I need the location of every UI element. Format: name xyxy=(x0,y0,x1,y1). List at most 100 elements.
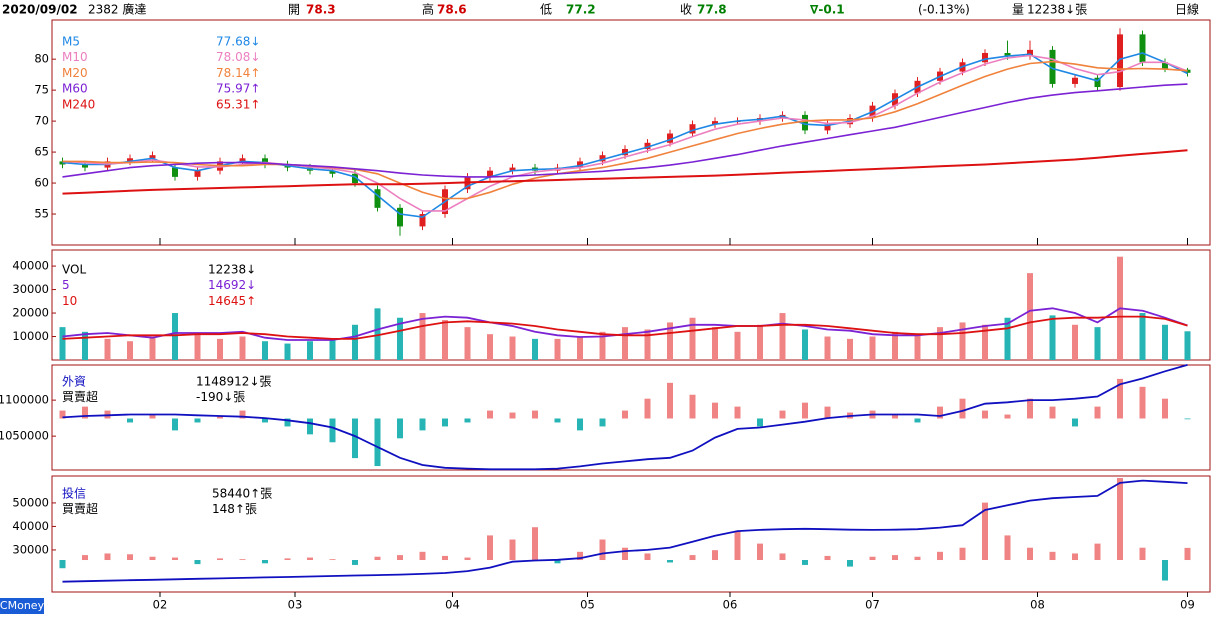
panel-frame xyxy=(51,249,1211,361)
candle-body xyxy=(1027,49,1033,57)
x-tick-label: 07 xyxy=(865,598,880,612)
bar xyxy=(1162,398,1168,419)
bar xyxy=(599,539,606,561)
bar xyxy=(914,334,921,360)
candle-body xyxy=(1117,34,1123,88)
ma-line xyxy=(62,83,1188,178)
line xyxy=(62,364,1188,471)
bar xyxy=(779,410,786,419)
header-close: 77.8 xyxy=(697,3,727,17)
candle-body xyxy=(352,173,358,184)
bar xyxy=(307,557,313,561)
candle-body xyxy=(419,214,426,227)
bar xyxy=(532,338,538,360)
line xyxy=(62,315,1188,340)
bar xyxy=(104,553,111,561)
bar xyxy=(644,553,651,561)
bar xyxy=(374,556,381,561)
bar xyxy=(667,382,673,419)
bar xyxy=(217,416,223,419)
bar xyxy=(1004,535,1011,561)
legend-value: 14692↓ xyxy=(208,278,256,292)
candle-body xyxy=(149,155,156,159)
bar xyxy=(577,418,583,431)
header-period: 日線 xyxy=(1175,2,1199,17)
bar xyxy=(487,410,493,419)
y-tick-label: 75 xyxy=(34,83,49,97)
candle-body xyxy=(194,170,201,177)
bar xyxy=(397,317,403,360)
bar xyxy=(329,418,336,443)
bar xyxy=(689,555,696,561)
legend-value: 78.14↑ xyxy=(216,66,260,80)
candle-body xyxy=(329,170,336,174)
bar xyxy=(59,410,66,419)
panel-frame xyxy=(51,364,1211,471)
bar xyxy=(172,557,178,561)
bar xyxy=(824,555,831,561)
bar xyxy=(959,398,966,419)
bar xyxy=(194,418,201,423)
bar xyxy=(734,406,741,419)
bar xyxy=(509,336,516,360)
bar xyxy=(1162,560,1168,581)
candle-body xyxy=(712,121,718,125)
bar xyxy=(262,341,268,360)
bar xyxy=(532,527,538,561)
header-date: 2020/09/02 xyxy=(2,3,78,17)
bar xyxy=(374,308,381,360)
candle-body xyxy=(644,142,651,149)
brand: CMoney xyxy=(0,599,45,612)
bar xyxy=(284,343,291,360)
bar xyxy=(59,327,66,360)
bar xyxy=(1117,378,1123,419)
legend-value: -190↓張 xyxy=(196,390,245,404)
bar xyxy=(712,402,718,419)
y-tick-label: 20000 xyxy=(12,306,49,320)
y-tick-label: 65 xyxy=(34,145,49,159)
bar xyxy=(239,336,246,360)
header-close-label: 收 xyxy=(680,3,692,17)
candle-body xyxy=(82,164,88,168)
bar xyxy=(149,414,156,419)
header-high-label: 高 xyxy=(422,2,434,17)
legend-name: M20 xyxy=(62,66,88,80)
candle-body xyxy=(127,158,133,162)
bar xyxy=(1184,547,1191,561)
candle-body xyxy=(689,124,696,134)
legend-name: M60 xyxy=(62,82,88,96)
bar xyxy=(599,331,606,360)
bar xyxy=(802,560,808,565)
bar xyxy=(824,336,831,360)
bar xyxy=(1049,406,1056,419)
bar xyxy=(622,327,628,360)
header-high: 78.6 xyxy=(437,3,467,17)
bar xyxy=(959,547,966,561)
legend-value: 78.08↓ xyxy=(216,50,260,64)
candle-body xyxy=(397,207,403,227)
header-open-label: 開 xyxy=(288,3,300,17)
ma-line xyxy=(62,149,1188,195)
bar xyxy=(239,410,246,419)
bar xyxy=(757,418,763,427)
candle-body xyxy=(1072,77,1078,84)
bar xyxy=(82,555,88,561)
bar xyxy=(779,313,786,360)
candle-body xyxy=(599,155,606,162)
y-tick-label: 30000 xyxy=(12,282,49,296)
bar xyxy=(149,336,156,360)
candle-body xyxy=(1049,49,1056,84)
bar xyxy=(284,558,291,561)
bar xyxy=(464,418,471,423)
ma-line xyxy=(62,54,1188,212)
bar xyxy=(217,338,223,360)
legend-name: 買賣超 xyxy=(62,501,98,516)
bar xyxy=(892,555,898,561)
bar xyxy=(1072,324,1078,360)
legend-name: M240 xyxy=(62,97,95,111)
header-stock: 2382 廣達 xyxy=(88,3,146,17)
bar xyxy=(82,331,88,360)
bar xyxy=(734,531,741,561)
bar xyxy=(869,336,876,360)
candle-body xyxy=(374,189,381,208)
